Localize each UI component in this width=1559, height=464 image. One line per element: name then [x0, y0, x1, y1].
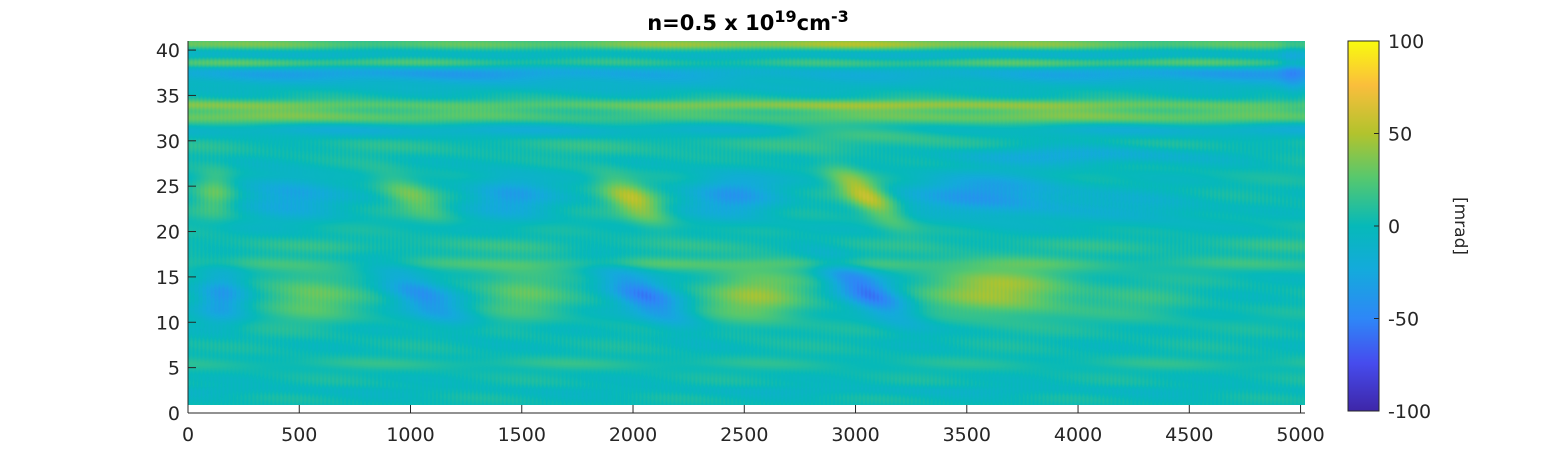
title-unit-superscript: -3	[831, 7, 849, 26]
plot-area	[188, 41, 1305, 405]
colorbar-tick-label: 100	[1388, 31, 1424, 53]
y-tick-label: 30	[156, 131, 180, 153]
x-tick-label: 3000	[831, 424, 879, 446]
y-tick-label: 15	[156, 267, 180, 289]
colorbar-tick-label: -100	[1388, 401, 1431, 423]
y-axis-ticks: 0 5 10 15 20 25 30 35 40	[156, 40, 196, 425]
x-tick-label: 3500	[943, 424, 991, 446]
x-axis-ticks: 0 500 1000 1500 2000 2500 3000 3500 4000 4500 5000	[182, 405, 1325, 446]
x-tick-label: 2500	[720, 424, 768, 446]
heatmap-container	[188, 41, 1305, 405]
colorbar-tick-label: 0	[1388, 216, 1400, 238]
x-tick-label: 4500	[1165, 424, 1213, 446]
title-superscript: 19	[774, 7, 796, 26]
x-tick-label: 0	[182, 424, 194, 446]
colorbar: 100 50 0 -50 -100 [mrad]	[1347, 31, 1470, 423]
x-tick-label: 1000	[386, 424, 434, 446]
colorbar-gradient	[1347, 40, 1380, 412]
x-tick-label: 4000	[1054, 424, 1102, 446]
x-tick-label: 5000	[1276, 424, 1324, 446]
x-tick-label: 1500	[498, 424, 546, 446]
title-prefix: n=0.5 x 10	[647, 11, 774, 35]
title-unit: cm	[797, 11, 831, 35]
chart-title: n=0.5 x 1019cm-3	[647, 7, 849, 35]
x-tick-label: 2000	[609, 424, 657, 446]
y-tick-label: 5	[168, 358, 180, 380]
y-tick-label: 0	[168, 403, 180, 425]
colorbar-ticks: 100 50 0 -50 -100	[1374, 31, 1431, 423]
y-tick-label: 10	[156, 312, 180, 334]
colorbar-tick-label: -50	[1388, 309, 1419, 331]
y-tick-label: 40	[156, 40, 180, 62]
x-tick-label: 500	[281, 424, 317, 446]
y-tick-label: 20	[156, 222, 180, 244]
colorbar-tick-label: 50	[1388, 124, 1412, 146]
colorbar-label: [mrad]	[1450, 197, 1470, 255]
heatmap-image	[188, 41, 1305, 405]
y-tick-label: 25	[156, 176, 180, 198]
y-tick-label: 35	[156, 85, 180, 107]
